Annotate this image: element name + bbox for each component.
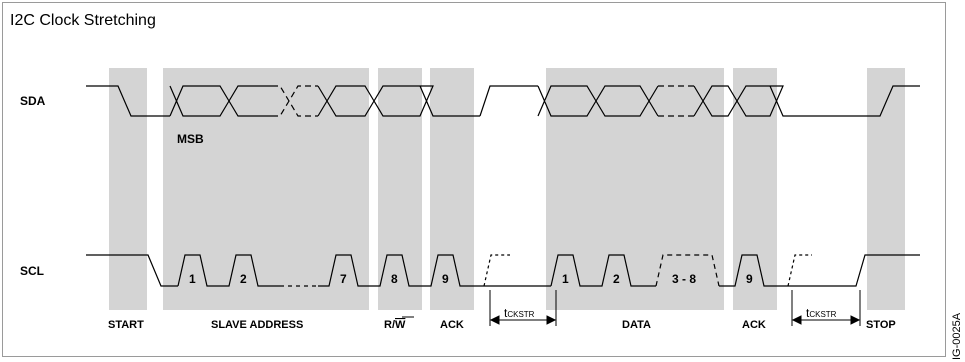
phase-stop: STOP: [866, 319, 896, 331]
sda-bits-dash: [272, 85, 318, 117]
scl-bit-1: 1: [189, 272, 196, 286]
scl-data-pulses: [550, 254, 656, 287]
phase-data: DATA: [622, 319, 651, 331]
scl-data-bit-3-8: 3 - 8: [672, 272, 696, 286]
sda-data-upper: [537, 85, 659, 117]
sda-bits-lower: [169, 85, 272, 117]
tckstr1-arrowhead-left: [489, 315, 500, 325]
scl-pulses-a: [177, 254, 280, 287]
scl-label: SCL: [20, 264, 44, 278]
tckstr-arrows: [489, 290, 861, 326]
scl-waveform: [86, 254, 920, 287]
scl-stretch2-low: [788, 254, 920, 287]
shade-ack2: [733, 68, 777, 310]
tckstr1-label: tCKSTR: [504, 306, 535, 320]
shade-ack1: [430, 68, 474, 310]
sda-data-tail: [693, 85, 920, 117]
sda-start: [86, 85, 170, 117]
tckstr2-arrowhead-right: [850, 315, 861, 325]
scl-data-bit-9: 9: [746, 272, 753, 286]
sda-label: SDA: [20, 94, 46, 108]
msb-label: MSB: [177, 132, 204, 146]
shade-start: [109, 68, 147, 310]
scl-bit-9a: 9: [442, 272, 449, 286]
diagram-title: I2C Clock Stretching: [10, 12, 156, 29]
figure-id: IG-0025A: [951, 312, 963, 360]
tckstr1-arrowhead-right: [546, 315, 557, 325]
scl-data-dash: [655, 254, 720, 287]
scl-bit-8: 8: [391, 272, 398, 286]
scl-data-tail: [719, 254, 788, 287]
scl-bit-7: 7: [340, 272, 347, 286]
scl-stretch2-dash: [787, 254, 812, 287]
phase-shading: [109, 68, 905, 310]
sda-bits-tail: [317, 85, 480, 117]
shade-rw: [378, 68, 422, 310]
phase-start: START: [108, 319, 144, 331]
shade-data: [546, 68, 724, 310]
scl-data-bit-1: 1: [562, 272, 569, 286]
sda-bits-upper: [169, 85, 272, 117]
sda-waveform: [86, 85, 920, 117]
scl-bit-2: 2: [240, 272, 247, 286]
scl-bit-numbers: 1 2 7 8 9 1 2 3 - 8 9: [189, 272, 753, 286]
phase-labels: START SLAVE ADDRESS R/W ACK DATA ACK STO…: [108, 319, 896, 331]
sda-data-dash: [658, 85, 694, 117]
scl-start: [86, 254, 178, 287]
scl-data-bit-2: 2: [613, 272, 620, 286]
rw-overline: W: [395, 319, 406, 331]
tckstr2-arrowhead-left: [791, 315, 802, 325]
phase-slave-address: SLAVE ADDRESS: [211, 319, 303, 331]
scl-stretch1-dash: [483, 254, 510, 287]
phase-ack1: ACK: [440, 319, 464, 331]
phase-rw: R/W: [384, 319, 406, 331]
scl-pulses-b: [318, 254, 484, 287]
shade-stop: [867, 68, 905, 310]
sda-release: [479, 85, 538, 117]
phase-ack2: ACK: [742, 319, 766, 331]
tckstr2-label: tCKSTR: [806, 306, 837, 320]
shade-slave-address: [163, 68, 369, 310]
